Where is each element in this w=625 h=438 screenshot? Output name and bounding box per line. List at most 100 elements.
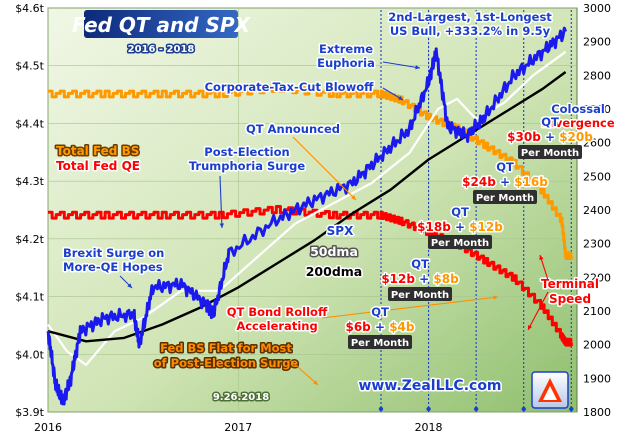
qt-step-label: QT xyxy=(541,115,559,129)
label-total-fed-bs: Total Fed BS xyxy=(56,144,139,158)
annotation-arrow xyxy=(382,61,421,69)
label-200dma: 200dma xyxy=(306,264,363,279)
x-tick-label: 2017 xyxy=(224,421,252,434)
qt-marker-dot xyxy=(473,406,479,412)
qt-step-plus: + xyxy=(496,175,514,189)
y-left-tick-label: $4.6t xyxy=(15,2,44,15)
qt-step-treasury: $6b xyxy=(345,320,371,334)
y-right-tick-label: 2000 xyxy=(583,339,611,352)
annotation-euphoria: Euphoria xyxy=(317,56,375,70)
qt-marker-dot xyxy=(569,406,574,412)
qt-marker-dot xyxy=(521,406,526,412)
y-left-tick-label: $4.5t xyxy=(15,60,44,73)
annotation-terminal: Terminal xyxy=(541,277,599,291)
annotation-fed-flat: Fed BS Flat for Most xyxy=(160,341,292,355)
y-right-tick-label: 1900 xyxy=(583,372,611,385)
y-left-tick-label: $4.1t xyxy=(15,291,44,304)
qt-step-per-month-bg xyxy=(348,335,412,349)
annotation-bull-line1: 2nd-Largest, 1st-Longest xyxy=(388,10,552,24)
y-right-tick-label: 2900 xyxy=(583,36,611,49)
qt-step-per-month-bg xyxy=(473,190,537,204)
annotation-arrowhead xyxy=(528,325,533,330)
annotation-extreme: Extreme xyxy=(319,42,373,56)
qt-step-plus: + xyxy=(415,272,433,286)
qt-step-mbs: $16b xyxy=(514,175,548,189)
qt-step-treasury: $30b xyxy=(507,130,541,144)
qt-marker-dot xyxy=(378,406,384,412)
y-left-tick-label: $4.0t xyxy=(15,348,44,361)
y-left-tick-label: $4.3t xyxy=(15,175,44,188)
y-right-tick-label: 1800 xyxy=(583,406,611,419)
qt-step-per-month: Per Month xyxy=(476,193,534,204)
qt-step-mbs: $8b xyxy=(433,272,459,286)
y-right-tick-label: 2600 xyxy=(583,137,611,150)
qt-step-per-month: Per Month xyxy=(431,238,489,249)
annotation-post-election: Post-Election xyxy=(204,145,289,159)
annotation-post-election-surge: of Post-Election Surge xyxy=(154,356,299,370)
y-left-tick-label: $4.2t xyxy=(15,233,44,246)
qt-step-label: QT xyxy=(411,257,429,271)
qt-step-label: QT xyxy=(451,205,469,219)
y-right-tick-label: 2100 xyxy=(583,305,611,318)
annotation-divergence: Divergence xyxy=(541,116,614,130)
qt-step-label: QT xyxy=(496,160,514,174)
x-tick-label: 2018 xyxy=(415,421,443,434)
watermark: www.ZealLLC.com xyxy=(358,378,501,394)
y-right-tick-label: 2700 xyxy=(583,103,611,116)
annotation-arrow xyxy=(321,296,499,319)
annotation-more-qe: More-QE Hopes xyxy=(63,260,163,274)
annotation-qt-announced: QT Announced xyxy=(246,122,340,136)
annotation-arrowhead xyxy=(313,380,318,385)
qt-step-plus: + xyxy=(371,320,389,334)
qt-step-plus: + xyxy=(451,220,469,234)
qt-step-amounts: $24b + $16b xyxy=(462,175,548,189)
annotation-arrow xyxy=(289,359,319,386)
qt-step-amounts: $18b + $12b xyxy=(417,220,503,234)
annotation-tax-cut: Corporate-Tax-Cut Blowoff xyxy=(205,80,375,94)
chart-subtitle: 2016 - 2018 xyxy=(128,44,195,55)
y-right-tick-label: 2200 xyxy=(583,271,611,284)
y-right-tick-label: 2300 xyxy=(583,238,611,251)
y-right-tick-label: 2500 xyxy=(583,170,611,183)
qt-step-treasury: $18b xyxy=(417,220,451,234)
annotation-arrow xyxy=(527,291,549,331)
annotation-arrowhead xyxy=(398,95,403,100)
annotation-trumphoria: Trumphoria Surge xyxy=(189,159,305,173)
series-lines xyxy=(46,26,573,406)
annotation-arrowhead xyxy=(219,223,225,228)
series-line-spx xyxy=(46,26,568,406)
chart-title: Fed QT and SPX xyxy=(72,13,252,37)
date-stamp: 9.26.2018 xyxy=(213,392,269,403)
annotation-brexit: Brexit Surge on xyxy=(63,246,164,260)
axes: $3.9t $4.0t $4.1t $4.2t $4.3t $4.4t $4.5t $4.6t… xyxy=(15,2,611,434)
annotation-accelerating: Accelerating xyxy=(236,319,317,333)
y-right-tick-label: 2800 xyxy=(583,69,611,82)
title-banner xyxy=(84,10,238,38)
qt-step-amounts: $30b + $20b xyxy=(507,130,593,144)
qt-step-amounts: $12b + $8b xyxy=(381,272,459,286)
y-left-tick-label: $4.4t xyxy=(15,117,44,130)
annotation-arrowhead xyxy=(415,65,420,70)
annotation-arrowhead xyxy=(539,255,544,260)
annotation-bull-line2: US Bull, +333.2% in 9.5y xyxy=(390,24,551,38)
qt-step-amounts: $6b + $4b xyxy=(345,320,414,334)
qt-step-per-month: Per Month xyxy=(351,338,409,349)
qt-step-per-month-bg xyxy=(518,145,582,159)
qt-step-label: QT xyxy=(371,305,389,319)
label-50dma: 50dma xyxy=(310,244,358,259)
annotation-qt-rolloff: QT Bond Rolloff xyxy=(227,305,328,319)
series-line-total-fed-qe xyxy=(48,205,573,347)
y-left-tick-label: $3.9t xyxy=(15,406,44,419)
qt-step-per-month-bg xyxy=(428,235,492,249)
annotation-arrow xyxy=(292,136,357,201)
annotations: Fed QT and SPX 2016 - 2018 2nd-Largest, 1s… xyxy=(55,9,616,409)
qt-step-treasury: $12b xyxy=(381,272,415,286)
annotation-arrowhead xyxy=(493,295,498,300)
qt-step-treasury: $24b xyxy=(462,175,496,189)
qt-step-mbs: $12b xyxy=(469,220,503,234)
x-tick-label: 2016 xyxy=(34,421,62,434)
qt-step-mbs: $20b xyxy=(559,130,593,144)
annotation-colossal: Colossal xyxy=(551,102,605,116)
label-total-fed-qe: Total Fed QE xyxy=(56,159,140,173)
